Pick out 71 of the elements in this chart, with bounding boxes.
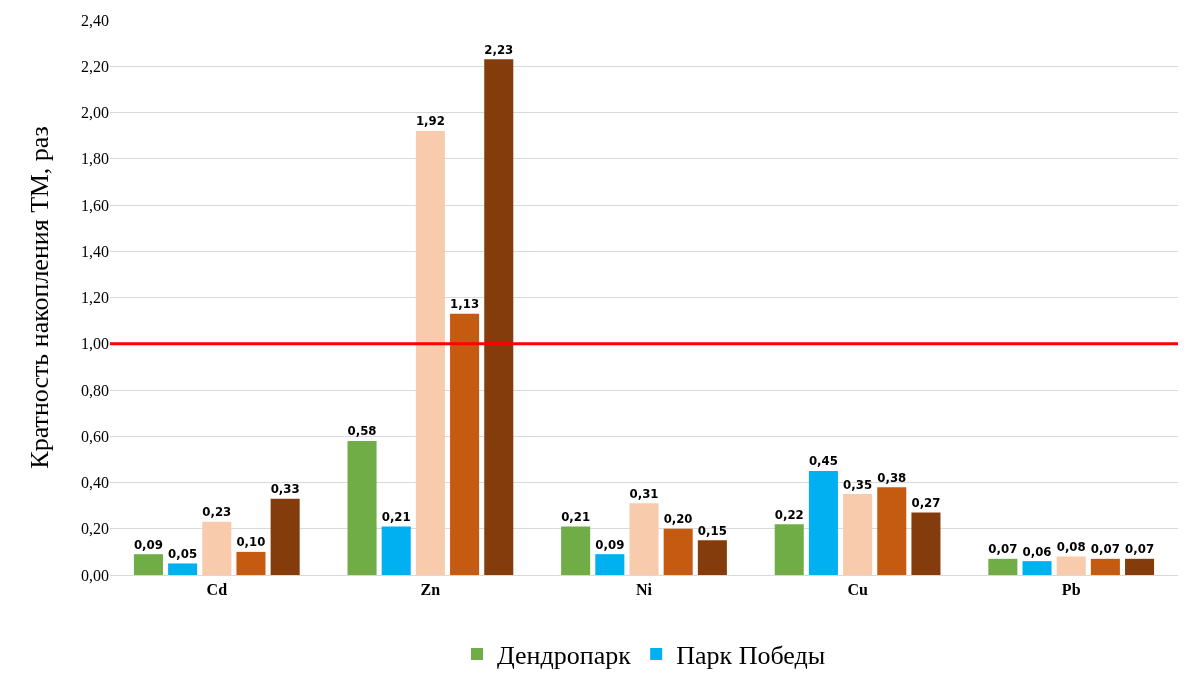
x-tick-label: Ni: [636, 581, 653, 599]
data-label: 0,58: [347, 424, 377, 439]
bar: [1125, 558, 1155, 575]
data-label: 0,07: [1090, 542, 1120, 557]
data-label: 2,23: [484, 42, 514, 57]
bar: [450, 313, 480, 575]
bar: [988, 558, 1018, 575]
legend-label: Дендропарк: [497, 641, 632, 671]
bar: [911, 512, 941, 575]
bar: [168, 563, 198, 575]
legend-label: Парк Победы: [676, 641, 826, 671]
data-label: 0,07: [1125, 542, 1155, 557]
data-label: 0,23: [202, 505, 232, 520]
data-label: 0,10: [236, 535, 266, 550]
bar: [484, 59, 514, 575]
bar: [774, 524, 804, 575]
x-tick-label: Cu: [847, 581, 868, 599]
x-tick-label: Pb: [1061, 581, 1081, 599]
bar: [697, 540, 727, 575]
y-tick-label: 1,60: [81, 196, 109, 214]
data-label: 0,08: [1056, 539, 1086, 554]
data-label: 0,15: [697, 523, 727, 538]
bar: [561, 526, 591, 575]
data-label: 0,09: [595, 537, 625, 552]
data-label: 0,27: [911, 496, 941, 511]
bar: [663, 528, 693, 575]
bar: [1022, 561, 1052, 575]
data-label: 0,45: [808, 454, 838, 469]
bar: [629, 503, 659, 575]
bar: [347, 440, 377, 575]
bar: [877, 487, 907, 575]
bar: [133, 554, 163, 575]
y-tick-label: 2,20: [81, 57, 109, 75]
bar: [808, 470, 838, 575]
data-label: 0,07: [988, 542, 1018, 557]
y-tick-label: 2,00: [81, 104, 109, 122]
data-label: 0,33: [270, 482, 300, 497]
data-label: 0,21: [381, 509, 411, 524]
y-tick-label: 1,40: [81, 242, 109, 260]
x-tick-label: Cd: [206, 581, 228, 599]
y-tick-label: 0,80: [81, 381, 109, 399]
data-label: 0,31: [629, 486, 659, 501]
data-label: 0,09: [133, 537, 163, 552]
y-tick-label: 2,40: [81, 11, 109, 29]
data-label: 0,35: [843, 477, 873, 492]
data-label: 0,06: [1022, 544, 1052, 559]
data-label: 0,21: [561, 509, 591, 524]
bar: [1090, 558, 1120, 575]
bar: [1056, 556, 1086, 575]
y-tick-label: 0,60: [81, 427, 109, 445]
bar: [843, 494, 873, 575]
bar: [595, 554, 625, 575]
bar: [270, 498, 300, 575]
bar: [381, 526, 411, 575]
data-label: 0,05: [168, 546, 198, 561]
y-tick-label: 1,20: [81, 289, 109, 307]
y-axis-title: Кратность накопления ТМ, раз: [25, 126, 54, 469]
data-label: 0,22: [774, 507, 804, 522]
data-label: 0,38: [877, 470, 907, 485]
y-tick-label: 0,20: [81, 520, 109, 538]
data-label: 1,92: [415, 114, 445, 129]
bar: [202, 521, 232, 575]
bar: [415, 131, 445, 575]
x-tick-label: Zn: [420, 581, 441, 599]
y-tick-label: 0,40: [81, 474, 109, 492]
y-tick-label: 0,00: [81, 566, 109, 584]
y-tick-label: 1,00: [81, 335, 109, 353]
bar: [236, 551, 266, 575]
data-label: 1,13: [450, 297, 480, 312]
y-tick-label: 1,80: [81, 150, 109, 168]
data-label: 0,20: [663, 512, 693, 527]
